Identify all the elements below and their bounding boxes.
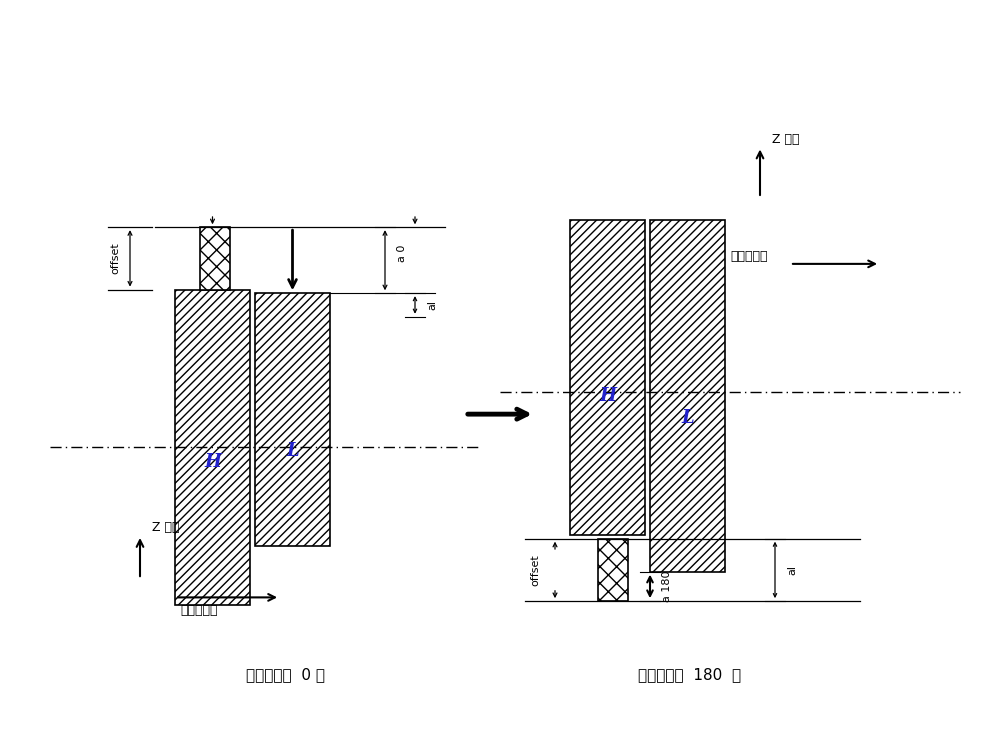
Text: 发电机方向: 发电机方向 (180, 603, 218, 616)
Text: Z 方向: Z 方向 (152, 521, 180, 534)
Text: al: al (427, 300, 437, 310)
Text: L: L (681, 409, 694, 427)
Text: L: L (286, 442, 299, 460)
Text: a 180: a 180 (662, 571, 672, 602)
Text: offset: offset (530, 554, 540, 586)
Bar (255, 293, 330, 546)
Bar (200, 227, 230, 290)
Text: Z 方向: Z 方向 (772, 133, 800, 146)
Text: H: H (599, 387, 616, 405)
Bar (650, 220, 725, 572)
Text: 转子旋转角  0 度: 转子旋转角 0 度 (246, 667, 324, 682)
Text: al: al (787, 565, 797, 575)
Text: H: H (204, 453, 221, 471)
Bar (598, 539, 628, 601)
Text: offset: offset (110, 243, 120, 274)
Text: a 0: a 0 (397, 244, 407, 262)
Bar (570, 220, 645, 535)
Text: 转子旋转角  180  度: 转子旋转角 180 度 (638, 667, 742, 682)
Text: 发电机方向: 发电机方向 (730, 250, 768, 263)
Bar (175, 290, 250, 605)
